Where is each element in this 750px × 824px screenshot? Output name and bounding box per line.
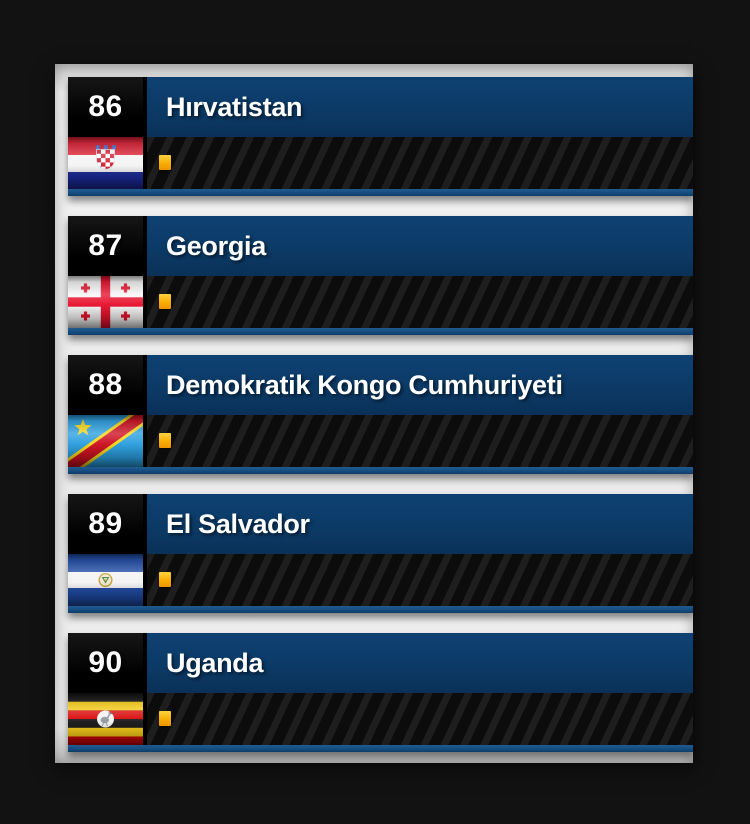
country-name-bar: Georgia: [147, 216, 693, 276]
country-name: Uganda: [166, 647, 264, 678]
ranking-row: 90 Uganda: [68, 633, 693, 752]
ranking-row-main: 87 Georgia: [68, 216, 693, 328]
rank-box: 89: [68, 494, 143, 554]
country-name: Demokratik Kongo Cumhuriyeti: [166, 369, 563, 400]
hazard-stripe-bar: [147, 415, 693, 467]
congo-dr-flag: [68, 415, 143, 467]
rank-flag-column: 89: [68, 494, 143, 606]
el-salvador-flag-graphic: [68, 554, 143, 606]
ranking-row-main: 88 Demokratik Kongo Cumhuriyeti: [68, 355, 693, 467]
bars-column: Uganda: [147, 633, 693, 745]
croatia-flag-graphic: [68, 137, 143, 189]
croatia-flag: [68, 137, 143, 189]
rank-number: 88: [88, 368, 123, 401]
rank-flag-column: 90: [68, 633, 143, 745]
rank-box: 86: [68, 77, 143, 137]
rank-number: 87: [88, 229, 123, 262]
rank-number: 90: [88, 646, 123, 679]
country-name-bar: El Salvador: [147, 494, 693, 554]
rank-box: 87: [68, 216, 143, 276]
ranking-row: 86 Hır: [68, 77, 693, 196]
row-blue-underline: [68, 189, 693, 196]
rank-flag-column: 86: [68, 77, 143, 189]
ranking-row: 88 Demokratik Kongo Cumhuriyeti: [68, 355, 693, 474]
rank-box: 90: [68, 633, 143, 693]
bars-column: Georgia: [147, 216, 693, 328]
hazard-stripe-bar: [147, 554, 693, 606]
rank-flag-column: 87: [68, 216, 143, 328]
country-name: El Salvador: [166, 508, 310, 539]
rank-flag-column: 88: [68, 355, 143, 467]
country-name-bar: Uganda: [147, 633, 693, 693]
row-blue-underline: [68, 606, 693, 613]
row-blue-underline: [68, 467, 693, 474]
yellow-marker: [159, 711, 171, 726]
uganda-flag: [68, 693, 143, 745]
rank-number: 89: [88, 507, 123, 540]
ranking-panel: 86 Hır: [55, 64, 693, 763]
ranking-rows: 86 Hır: [68, 77, 693, 752]
country-name: Georgia: [166, 230, 266, 261]
row-blue-underline: [68, 745, 693, 752]
ranking-row-main: 89 El Salvador: [68, 494, 693, 606]
bars-column: Demokratik Kongo Cumhuriyeti: [147, 355, 693, 467]
bars-column: El Salvador: [147, 494, 693, 606]
yellow-marker: [159, 572, 171, 587]
yellow-marker: [159, 294, 171, 309]
georgia-flag: [68, 276, 143, 328]
country-name: Hırvatistan: [166, 91, 303, 122]
ranking-row-main: 86 Hır: [68, 77, 693, 189]
uganda-flag-graphic: [68, 693, 143, 745]
bars-column: Hırvatistan: [147, 77, 693, 189]
hazard-stripe-bar: [147, 693, 693, 745]
yellow-marker: [159, 155, 171, 170]
el-salvador-flag: [68, 554, 143, 606]
rank-number: 86: [88, 90, 123, 123]
ranking-row: 89 El Salvador: [68, 494, 693, 613]
georgia-flag-graphic: [68, 276, 143, 328]
hazard-stripe-bar: [147, 276, 693, 328]
country-name-bar: Demokratik Kongo Cumhuriyeti: [147, 355, 693, 415]
yellow-marker: [159, 433, 171, 448]
congo-dr-flag-graphic: [68, 415, 143, 467]
rank-box: 88: [68, 355, 143, 415]
ranking-row: 87 Georgia: [68, 216, 693, 335]
hazard-stripe-bar: [147, 137, 693, 189]
row-blue-underline: [68, 328, 693, 335]
ranking-row-main: 90 Uganda: [68, 633, 693, 745]
country-name-bar: Hırvatistan: [147, 77, 693, 137]
